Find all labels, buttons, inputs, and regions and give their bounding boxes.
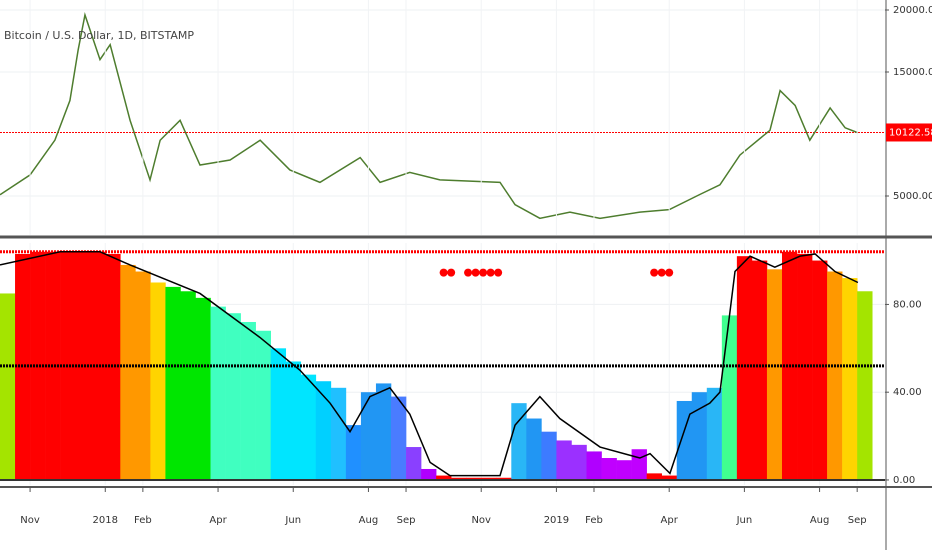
bar [842,278,858,480]
bar [285,361,302,480]
bar [556,440,572,480]
signal-marker [650,268,659,277]
price-line [0,12,859,220]
signal-marker [486,268,495,277]
x-tick-label: Jun [736,515,753,526]
x-tick-label: Apr [209,515,227,526]
bar [646,473,662,480]
bar [601,458,617,480]
bar [766,269,783,480]
bar [436,475,452,480]
bar [330,387,347,480]
y-tick-label: 80.00 [893,299,922,310]
x-tick-label: Jun [284,515,301,526]
bar [541,431,557,480]
x-tick-label: 2019 [544,515,569,526]
bar [571,444,587,480]
x-tick-label: Apr [661,515,679,526]
bar [375,383,392,480]
x-tick-label: Sep [397,515,416,526]
signal-marker [439,268,448,277]
bar [466,477,482,480]
last-price-box [886,123,932,142]
bar [691,392,708,480]
y-tick-label: 15000.00 [893,67,932,78]
x-tick-label: Aug [810,515,830,526]
bar [195,297,211,480]
signal-marker [479,268,488,277]
x-tick-label: Aug [359,515,379,526]
signal-line [0,251,859,477]
x-tick-label: Sep [848,515,867,526]
signal-marker [447,268,456,277]
x-tick-label: Nov [471,515,491,526]
bar [406,447,422,480]
bar [451,477,467,480]
chart-title: Bitcoin / U.S. Dollar, 1D, BITSTAMP [4,29,194,42]
bar [736,256,753,480]
signal-marker [657,268,666,277]
bar [120,264,136,480]
bar [315,381,332,480]
bar [661,475,678,480]
signal-marker [464,268,473,277]
y-tick-label: 20000.00 [893,5,932,16]
bar [135,271,151,480]
last-price-label: 10122.58 [889,127,932,138]
bar [300,374,317,480]
bar [751,260,768,480]
x-tick-label: 2018 [93,515,118,526]
bar [857,291,873,480]
signal-marker [665,268,674,277]
bar [390,396,407,480]
bar [210,306,226,480]
bar [496,477,512,480]
bar [180,291,196,480]
bar [270,348,287,480]
bar [631,449,647,480]
bar [586,451,602,480]
x-tick-label: Feb [585,515,603,526]
y-tick-label: 5000.00 [893,191,932,202]
bar [616,460,632,480]
bar [481,477,497,480]
x-tick-label: Feb [134,515,152,526]
y-tick-label: 40.00 [893,387,922,398]
bar [165,286,181,480]
signal-marker [471,268,480,277]
bar [676,400,693,480]
x-tick-label: Nov [20,515,40,526]
bar [345,425,362,480]
bar [721,315,738,480]
bar [526,418,542,480]
bar [240,321,256,480]
bar [421,468,437,480]
bar [225,313,241,480]
bar [150,282,166,480]
bar [706,387,723,480]
bar [827,271,843,480]
bar [511,403,527,480]
bar [255,330,271,480]
bar [0,293,16,480]
bar [360,392,377,480]
signal-marker [494,268,503,277]
y-tick-label: 0.00 [893,475,915,486]
bar [812,260,828,480]
